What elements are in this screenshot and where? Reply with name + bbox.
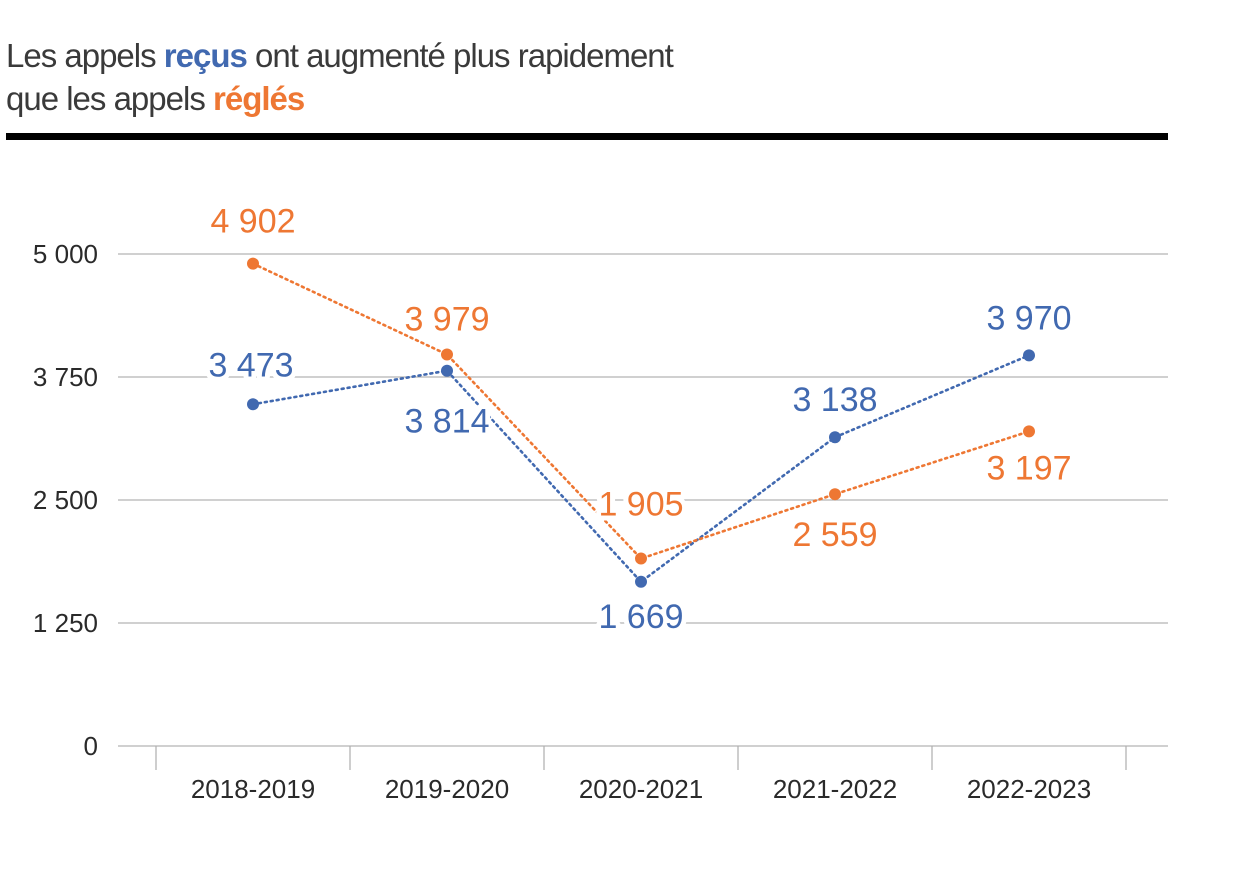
data-point-recus (1023, 349, 1035, 362)
title-line-2: que les appels réglés (6, 77, 673, 120)
y-tick-label: 3 750 (33, 362, 98, 392)
data-point-recus (247, 398, 259, 411)
data-point-regles (829, 488, 841, 501)
title-highlight-recus: reçus (163, 37, 248, 74)
x-tick-label: 2019-2020 (385, 774, 509, 804)
data-label-regles: 3 197 (986, 449, 1071, 487)
data-label-regles: 1 905 (598, 486, 683, 524)
data-label-regles: 4 902 (210, 203, 295, 241)
chart-title: Les appels reçus ont augmenté plus rapid… (6, 34, 674, 120)
x-tick-label: 2018-2019 (191, 774, 315, 804)
data-label-recus: 1 669 (598, 598, 683, 636)
title-text-1: Les appels (6, 37, 164, 74)
series-line-recus (251, 354, 1031, 584)
data-point-recus (829, 431, 841, 444)
title-text-3: que les appels (6, 80, 213, 117)
data-label-recus: 3 473 (208, 346, 293, 384)
data-point-regles (441, 348, 453, 361)
title-rule (6, 133, 1168, 140)
data-label-recus: 3 814 (404, 403, 489, 441)
y-tick-label: 5 000 (33, 239, 98, 269)
data-label-regles: 3 979 (404, 300, 489, 338)
data-point-recus (635, 575, 647, 588)
y-tick-label: 2 500 (33, 485, 98, 515)
title-text-2: ont augmenté plus rapidement (246, 37, 674, 74)
series-line-regles (251, 262, 1031, 561)
y-tick-label: 0 (84, 731, 98, 761)
data-label-recus: 3 138 (792, 381, 877, 419)
x-tick-label: 2021-2022 (773, 774, 897, 804)
data-point-regles (1023, 425, 1035, 438)
data-point-recus (441, 364, 453, 377)
data-point-regles (635, 552, 647, 565)
title-highlight-regles: réglés (213, 80, 305, 117)
data-label-regles: 2 559 (792, 516, 877, 554)
data-label-recus: 3 970 (986, 299, 1071, 337)
data-point-regles (247, 257, 259, 270)
x-tick-label: 2022-2023 (967, 774, 1091, 804)
y-tick-label: 1 250 (33, 608, 98, 638)
title-line-1: Les appels reçus ont augmenté plus rapid… (6, 34, 674, 77)
x-tick-label: 2020-2021 (579, 774, 703, 804)
